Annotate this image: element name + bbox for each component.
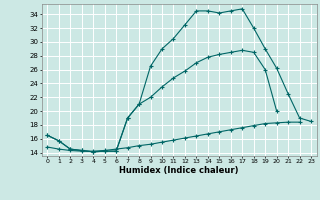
- X-axis label: Humidex (Indice chaleur): Humidex (Indice chaleur): [119, 166, 239, 175]
